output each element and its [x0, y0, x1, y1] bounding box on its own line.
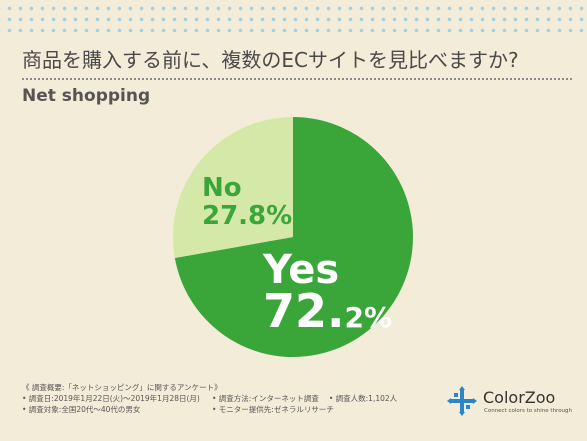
notes-method: • 調査方法:インターネット調査	[212, 394, 319, 403]
notes-target: • 調査対象:全国20代〜40代の男女	[22, 405, 141, 414]
pie-slice-no	[172, 116, 293, 259]
logo-mark-icon	[447, 386, 477, 416]
slice-label-yes-value: 72.2%	[263, 284, 392, 338]
chart-subtitle: Net shopping	[22, 86, 151, 106]
colorzoo-logo: ColorZoo Connect colors to shine through	[447, 386, 577, 418]
notes-heading: 《 調査概要:「ネットショッピング」に関するアンケート》	[22, 383, 222, 392]
logo-name: ColorZoo	[483, 388, 556, 407]
logo-tagline: Connect colors to shine through	[484, 408, 573, 414]
slice-label-no-name: No	[202, 173, 242, 203]
pie-slice-yes	[174, 117, 413, 357]
notes-date: • 調査日:2019年1月22日(火)〜2019年1月28日(月)	[22, 394, 200, 403]
slice-label-yes-name: Yes	[262, 247, 339, 293]
slice-label-no-value: 27.8%	[202, 201, 292, 231]
yes-value-small: 2%	[345, 301, 393, 334]
notes-provider: • モニター提供先:ゼネラルリサーチ	[212, 405, 334, 414]
dotted-header-pattern	[0, 0, 587, 32]
notes-count: • 調査人数:1,102人	[328, 394, 398, 403]
yes-value-big: 72.	[263, 284, 345, 338]
survey-notes: 《 調査概要:「ネットショッピング」に関するアンケート》 • 調査日:2019年…	[22, 382, 442, 415]
page-title: 商品を購入する前に、複数のECサイトを見比べますか?	[22, 44, 572, 80]
